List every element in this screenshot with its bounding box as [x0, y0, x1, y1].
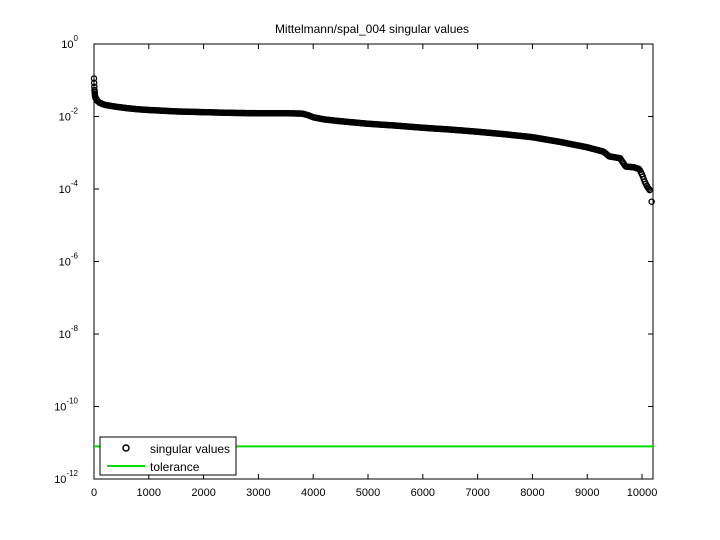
y-tick-exponent: -4: [71, 179, 79, 188]
y-tick-label: 10-12: [54, 469, 78, 486]
y-tick-base: 10: [59, 329, 71, 341]
legend-label-singular-values: singular values: [150, 442, 230, 456]
y-tick-base: 10: [59, 112, 71, 124]
legend: singular values tolerance: [99, 436, 237, 476]
x-tick-label: 0: [91, 487, 97, 499]
plot-frame: [93, 43, 654, 480]
y-tick-base: 10: [59, 257, 71, 269]
x-tick-label: 1000: [137, 487, 161, 499]
series-layer: [90, 75, 655, 448]
x-tick-label: 4000: [301, 487, 325, 499]
y-tick-label: 10-4: [59, 179, 79, 196]
plot-area: [93, 43, 654, 480]
legend-box: [99, 436, 237, 476]
y-tick-exponent: -12: [66, 469, 78, 478]
x-tick-label: 3000: [246, 487, 270, 499]
y-tick-label: 100: [61, 34, 78, 51]
data-point: [90, 75, 98, 82]
y-tick-base: 10: [59, 184, 71, 196]
singular-values-series: [90, 75, 655, 205]
data-point: [646, 186, 653, 194]
data-point: [90, 79, 98, 87]
x-tick-label: 9000: [575, 487, 599, 499]
y-tick-exponent: -2: [71, 107, 79, 116]
y-tick-exponent: -10: [66, 397, 78, 406]
y-tick-base: 10: [54, 402, 66, 414]
x-tick-label: 6000: [411, 487, 435, 499]
y-tick-exponent: 0: [74, 34, 79, 43]
y-tick-base: 10: [61, 39, 73, 51]
x-tick-label: 2000: [191, 487, 215, 499]
x-tick-label: 8000: [520, 487, 544, 499]
y-tick-exponent: -8: [71, 324, 79, 333]
x-axis: 0 1000 2000 3000 4000 5000 6000 7000 8000 9000 100…: [91, 44, 657, 499]
y-tick-label: 10-8: [59, 324, 79, 341]
y-tick-base: 10: [54, 474, 66, 486]
y-tick-label: 10-10: [54, 397, 78, 414]
legend-label-tolerance: tolerance: [150, 460, 200, 474]
data-point: [648, 198, 655, 205]
x-tick-label: 7000: [465, 487, 489, 499]
y-tick-label: 10-2: [59, 107, 79, 124]
chart-title: Mittelmann/spal_004 singular values: [275, 22, 469, 36]
legend-marker-singular-values: [122, 444, 130, 452]
x-tick-label: 5000: [356, 487, 380, 499]
y-tick-exponent: -6: [71, 252, 79, 261]
x-tick-label: 10000: [627, 487, 658, 499]
y-tick-label: 10-6: [59, 252, 79, 269]
